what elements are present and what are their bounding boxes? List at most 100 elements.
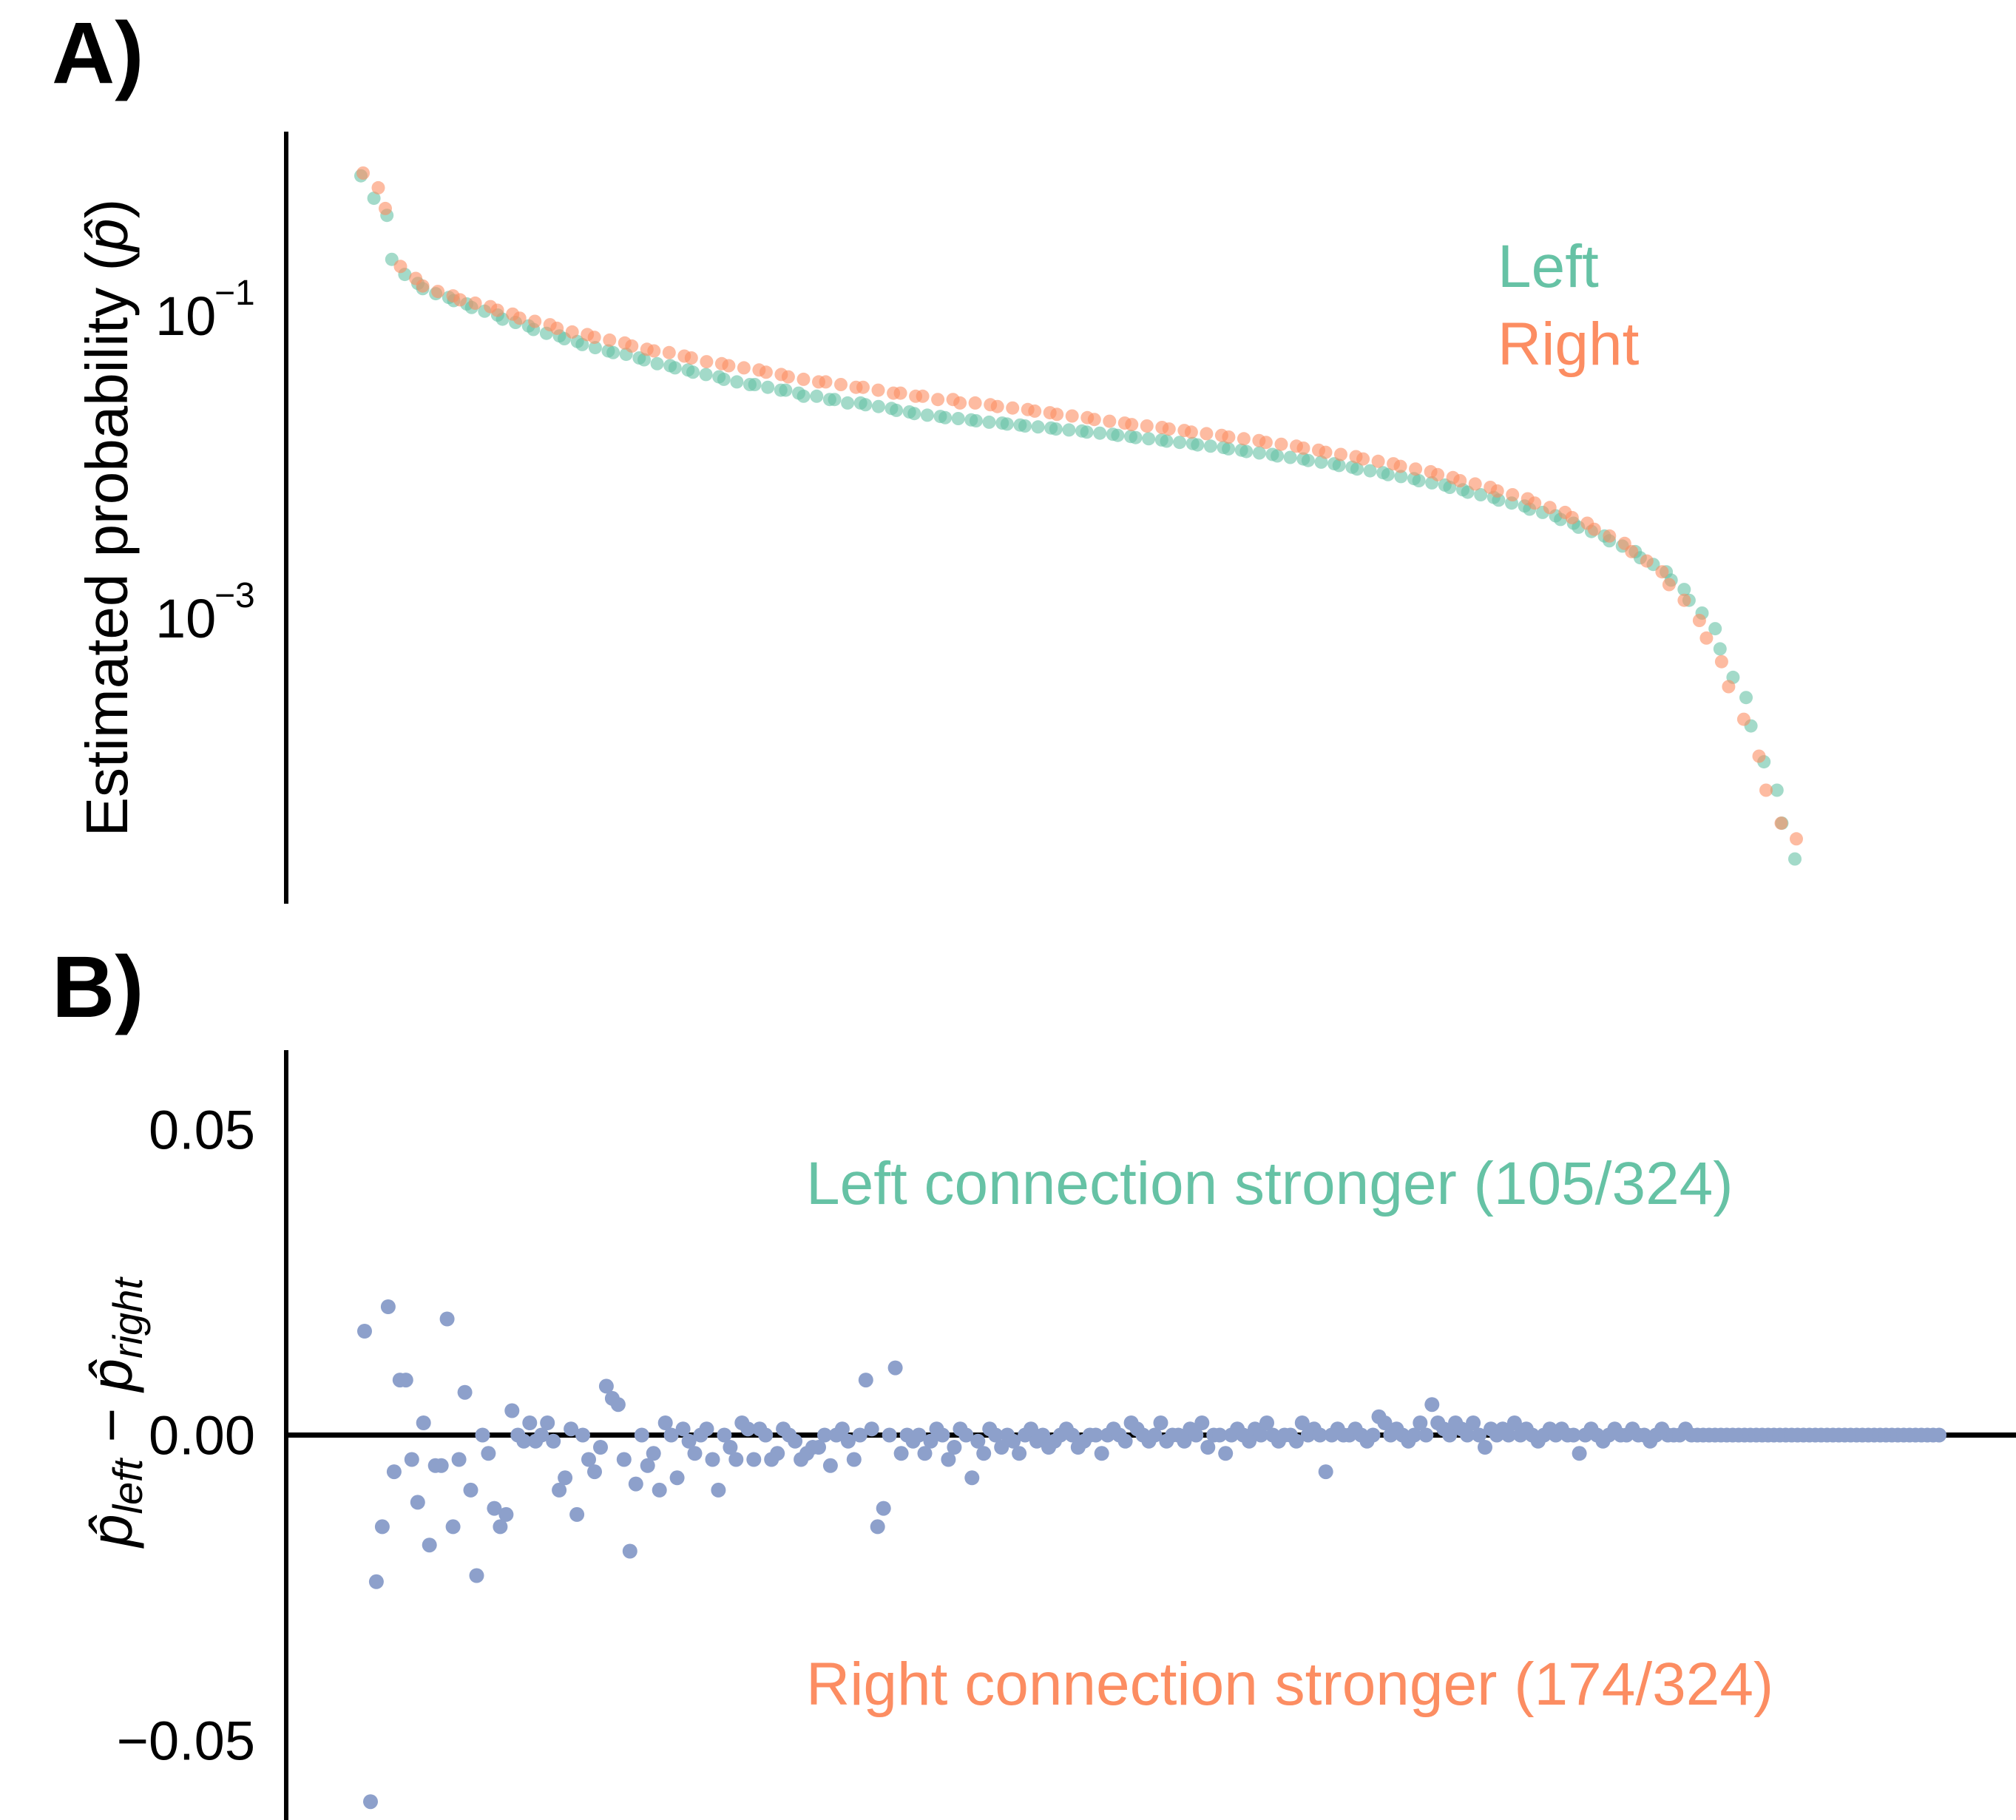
difference-data-point — [493, 1519, 508, 1535]
right-data-point — [684, 351, 698, 365]
difference-data-point — [1147, 1427, 1163, 1443]
left-data-point — [1142, 432, 1156, 446]
right-data-point — [1065, 409, 1079, 423]
panel-a-ytick-label-base: 10 — [155, 285, 216, 347]
difference-data-point — [1194, 1415, 1210, 1430]
difference-data-point — [1242, 1433, 1257, 1449]
difference-data-point — [1365, 1427, 1381, 1443]
left-data-point — [1739, 691, 1753, 705]
difference-data-point — [522, 1415, 538, 1430]
right-data-point — [356, 166, 370, 180]
right-data-point — [968, 396, 982, 410]
difference-data-point — [1288, 1433, 1304, 1449]
right-data-point — [662, 345, 676, 359]
difference-data-point — [988, 1427, 1004, 1443]
difference-data-point — [994, 1440, 1009, 1455]
right-data-point — [1140, 419, 1154, 433]
difference-data-point — [723, 1440, 738, 1455]
right-data-point — [1468, 477, 1482, 491]
difference-data-point — [669, 1470, 685, 1486]
difference-data-point — [1218, 1446, 1234, 1461]
difference-data-point — [363, 1794, 378, 1810]
difference-data-point — [976, 1446, 992, 1461]
right-data-point — [379, 201, 392, 215]
right-data-point — [625, 339, 639, 353]
difference-data-point — [374, 1519, 390, 1535]
panel-b-label: B) — [52, 938, 144, 1036]
difference-data-point — [740, 1421, 756, 1437]
difference-data-point — [610, 1397, 626, 1413]
legend-left: Left — [1498, 233, 1599, 300]
difference-data-point — [788, 1433, 803, 1449]
panel-b-ytick-label: −0.05 — [117, 1711, 255, 1772]
left-data-point — [1708, 622, 1722, 636]
panel-a-ylabel: Estimated probability (p̂) — [74, 199, 140, 837]
right-data-point — [393, 260, 407, 274]
difference-data-point — [876, 1501, 891, 1516]
left-data-point — [1031, 420, 1045, 434]
left-data-point — [1474, 488, 1488, 501]
difference-data-point — [699, 1421, 714, 1437]
right-data-point — [1200, 427, 1214, 441]
left-data-point — [1363, 464, 1377, 478]
panel-a-ytick-2: 10 −3 — [155, 576, 255, 649]
difference-data-point — [870, 1519, 885, 1535]
difference-data-point — [887, 1360, 903, 1376]
right-data-point — [1692, 614, 1706, 627]
panel-b-ylabel: p̂left − p̂right — [78, 1276, 151, 1549]
difference-data-point — [516, 1433, 532, 1449]
right-data-point — [1453, 474, 1467, 487]
right-data-point — [796, 372, 811, 386]
right-data-point — [1640, 554, 1654, 568]
left-data-point — [890, 403, 904, 417]
difference-data-point — [433, 1458, 449, 1473]
difference-data-point — [1012, 1446, 1027, 1461]
left-data-point — [1394, 470, 1408, 484]
right-data-point — [565, 325, 579, 339]
right-data-point — [834, 378, 848, 391]
difference-data-point — [1212, 1427, 1228, 1443]
difference-data-point — [1064, 1427, 1080, 1443]
left-data-point — [1788, 852, 1802, 866]
left-data-point — [1000, 417, 1014, 431]
left-data-point — [907, 407, 921, 421]
right-data-point — [1162, 422, 1176, 436]
difference-data-point — [1472, 1427, 1486, 1443]
right-data-point — [953, 396, 967, 410]
difference-data-point — [628, 1476, 643, 1492]
difference-data-point — [970, 1433, 986, 1449]
difference-data-point — [368, 1574, 384, 1589]
right-data-point — [603, 333, 617, 347]
difference-data-point — [422, 1537, 437, 1553]
difference-data-point — [1442, 1427, 1458, 1443]
left-data-point — [1283, 450, 1297, 464]
difference-data-point — [846, 1452, 862, 1467]
difference-data-point — [882, 1427, 897, 1443]
panel-a-ylabel-close: ) — [74, 199, 140, 219]
right-data-point — [1274, 437, 1288, 451]
left-data-point — [1350, 462, 1364, 476]
difference-data-point — [1035, 1427, 1050, 1443]
difference-data-point — [964, 1470, 980, 1486]
right-data-point — [1722, 680, 1736, 694]
difference-data-point — [1566, 1427, 1581, 1443]
panel-a-ylabel-text: Estimated probability ( — [74, 251, 140, 836]
difference-data-point — [386, 1464, 402, 1480]
right-data-point — [856, 380, 870, 394]
difference-data-point — [569, 1506, 585, 1522]
difference-data-point — [416, 1415, 431, 1430]
right-data-point — [1774, 816, 1788, 830]
difference-data-point — [675, 1421, 691, 1437]
difference-data-point — [469, 1568, 484, 1583]
left-data-point — [1160, 434, 1174, 448]
difference-data-point — [622, 1543, 637, 1559]
left-data-point — [1062, 423, 1076, 437]
right-data-point — [931, 393, 945, 407]
difference-data-point — [1418, 1427, 1434, 1443]
difference-data-point — [634, 1427, 649, 1443]
ylabel-sub-right: right — [104, 1276, 151, 1359]
difference-data-point — [646, 1446, 661, 1461]
difference-data-point — [504, 1403, 520, 1418]
difference-data-point — [581, 1452, 596, 1467]
